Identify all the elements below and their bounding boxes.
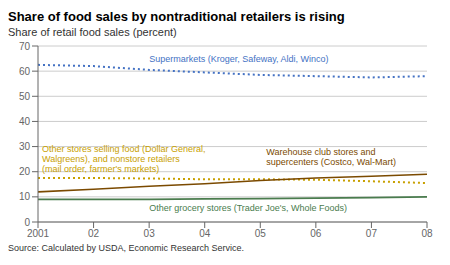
html-text:Share of retail food sales (pe: Share of retail food sales (percent) xyxy=(8,26,177,38)
svg-text:40: 40 xyxy=(19,116,31,127)
svg-text:0: 0 xyxy=(24,217,30,228)
svg-text:2001: 2001 xyxy=(27,228,50,239)
svg-text:Other stores selling food (Dol: Other stores selling food (Dollar Genera… xyxy=(42,144,206,174)
svg-text:05: 05 xyxy=(255,228,267,239)
svg-text:70: 70 xyxy=(19,41,31,52)
svg-text:Warehouse club stores andsuper: Warehouse club stores andsupercenters (C… xyxy=(266,147,396,167)
svg-text:10: 10 xyxy=(19,191,31,202)
svg-text:07: 07 xyxy=(366,228,378,239)
svg-text:02: 02 xyxy=(88,228,100,239)
svg-text:06: 06 xyxy=(310,228,322,239)
svg-text:08: 08 xyxy=(421,228,433,239)
html-text:Share of food sales by nontrad: Share of food sales by nontraditional re… xyxy=(8,9,345,24)
svg-text:04: 04 xyxy=(199,228,211,239)
svg-text:03: 03 xyxy=(144,228,156,239)
svg-text:60: 60 xyxy=(19,66,31,77)
svg-text:Supermarkets (Kroger, Safeway,: Supermarkets (Kroger, Safeway, Aldi, Win… xyxy=(149,54,328,64)
svg-text:20: 20 xyxy=(19,166,31,177)
svg-text:30: 30 xyxy=(19,141,31,152)
html-text:Source: Calculated by USDA, Ec: Source: Calculated by USDA, Economic Res… xyxy=(8,243,245,253)
svg-text:Other grocery stores (Trader J: Other grocery stores (Trader Joe's, Whol… xyxy=(149,203,347,213)
svg-text:50: 50 xyxy=(19,91,31,102)
